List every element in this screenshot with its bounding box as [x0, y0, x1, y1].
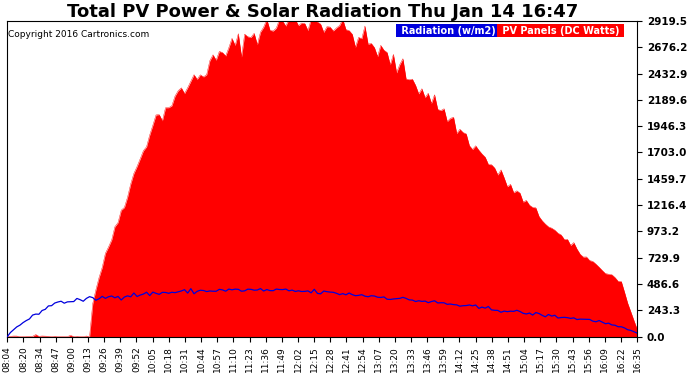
- Text: PV Panels (DC Watts): PV Panels (DC Watts): [499, 26, 622, 36]
- Text: Copyright 2016 Cartronics.com: Copyright 2016 Cartronics.com: [8, 30, 149, 39]
- Title: Total PV Power & Solar Radiation Thu Jan 14 16:47: Total PV Power & Solar Radiation Thu Jan…: [66, 3, 578, 21]
- Text: Radiation (w/m2): Radiation (w/m2): [397, 26, 499, 36]
